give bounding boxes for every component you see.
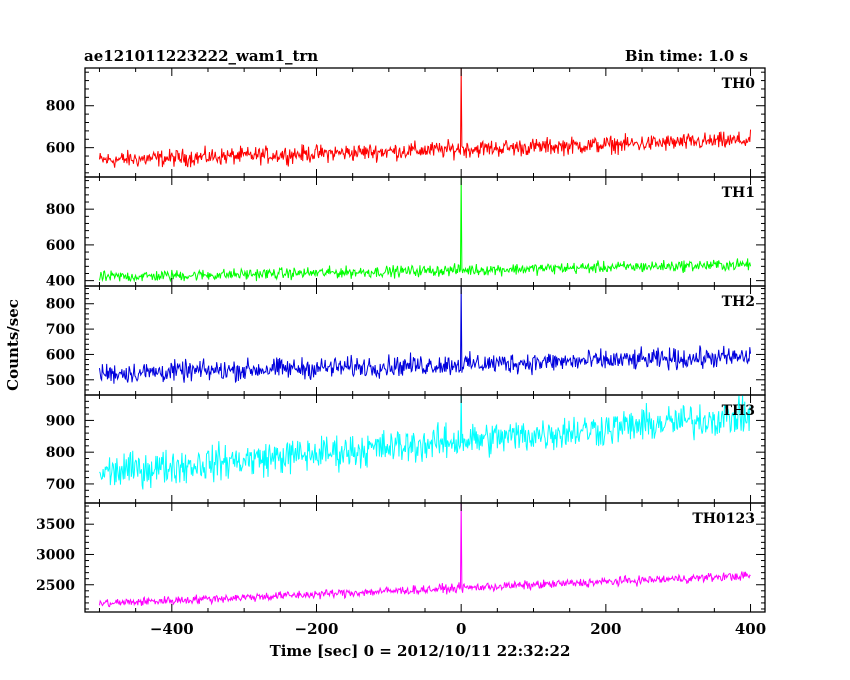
th2-y-tick-label: 600 bbox=[46, 347, 75, 363]
x-tick-label: −400 bbox=[150, 620, 194, 638]
th0123-series-line bbox=[98, 502, 751, 608]
th0123-panel-label: TH0123 bbox=[692, 511, 755, 527]
x-tick-label: 400 bbox=[735, 620, 766, 638]
th2-panel-label: TH2 bbox=[722, 294, 755, 310]
x-tick-label: 0 bbox=[456, 620, 466, 638]
th0-y-tick-label: 600 bbox=[46, 141, 75, 157]
th0123-y-tick-label: 3500 bbox=[36, 517, 75, 533]
th2-y-tick-label: 500 bbox=[46, 373, 75, 389]
x-tick-label: −200 bbox=[295, 620, 339, 638]
bin-time-label: Bin time: 1.0 s bbox=[625, 47, 748, 65]
th2-panel-frame bbox=[84, 285, 766, 396]
th2-series-line bbox=[98, 285, 752, 384]
th2-y-tick-label: 800 bbox=[46, 297, 75, 313]
panels-group: 600 800 TH0 400 600 800 TH1 500 600 700 800 TH2 700 8… bbox=[36, 67, 766, 638]
th1-panel-label: TH1 bbox=[722, 185, 755, 201]
th1-y-tick-label: 400 bbox=[46, 274, 75, 290]
th3-series-line bbox=[99, 394, 751, 490]
figure-title: ae121011223222_wam1_trn bbox=[84, 47, 318, 65]
th0-y-tick-label: 800 bbox=[46, 99, 75, 115]
y-axis-label: Counts/sec bbox=[4, 299, 22, 391]
th0123-y-tick-label: 2500 bbox=[36, 578, 75, 594]
th0123-y-tick-label: 3000 bbox=[36, 547, 75, 563]
th3-y-tick-label: 900 bbox=[46, 413, 75, 429]
x-axis-label: Time [sec] 0 = 2012/10/11 22:32:22 bbox=[270, 642, 571, 660]
th1-series-line bbox=[98, 176, 752, 283]
th3-y-tick-label: 700 bbox=[46, 477, 75, 493]
th3-y-tick-label: 800 bbox=[46, 445, 75, 461]
th0123-panel-frame bbox=[84, 502, 766, 613]
th1-y-tick-label: 800 bbox=[46, 202, 75, 218]
th0-panel-label: TH0 bbox=[722, 76, 756, 92]
th2-y-tick-label: 700 bbox=[46, 322, 75, 338]
th1-y-tick-label: 600 bbox=[46, 238, 75, 254]
th0-series-line bbox=[98, 67, 752, 168]
th3-panel-label: TH3 bbox=[722, 403, 755, 419]
x-tick-label: 200 bbox=[590, 620, 621, 638]
